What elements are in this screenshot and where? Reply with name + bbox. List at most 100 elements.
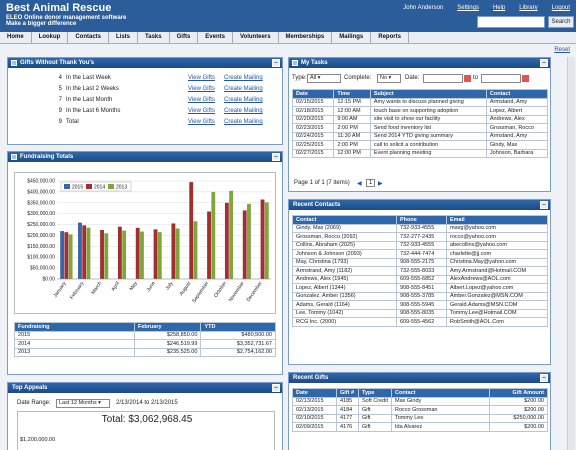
- y-tick-label: $300,000.00: [27, 211, 55, 217]
- help-link[interactable]: Help: [492, 5, 506, 11]
- bar: [193, 221, 198, 279]
- col-header: YTD: [200, 322, 276, 332]
- table-row[interactable]: Armstrand, Amy (1182) 732-555-8033 Amy.Arm…: [292, 266, 548, 276]
- table-row[interactable]: Grossman, Rocco (2092) 732-277-2435 rocco@…: [292, 232, 548, 242]
- view-gifts-link[interactable]: View Gifts: [188, 108, 215, 114]
- collapse-icon[interactable]: –: [540, 374, 548, 382]
- view-gifts-link[interactable]: View Gifts: [188, 86, 215, 92]
- table-row[interactable]: 02/20/2015 9:00 AM site visit to show our …: [291, 114, 549, 124]
- table-row[interactable]: 02/13/2015 4185 Soft Credit Max Gindy $200.0…: [292, 396, 548, 406]
- table-row[interactable]: 02/27/2015 12:00 PM Event planning meeting…: [291, 148, 549, 158]
- nav-volunteers[interactable]: Volunteers: [233, 32, 279, 43]
- table-row[interactable]: 02/24/2015 11:30 AM Send 2014 YTD giving s…: [291, 131, 549, 141]
- panel-header: Top Appeals –: [8, 383, 282, 393]
- table-row[interactable]: 02/23/2015 2:00 PM Send food inventory lis…: [291, 123, 549, 133]
- x-tick-label: April: [110, 281, 121, 293]
- complete-select[interactable]: No ▾: [377, 74, 401, 83]
- settings-link[interactable]: Settings: [457, 5, 479, 11]
- nav-contacts[interactable]: Contacts: [68, 32, 110, 43]
- view-gifts-link[interactable]: View Gifts: [188, 119, 215, 125]
- table-row[interactable]: Gindy, Max (2069) 732-933-4555 maxg@yahoo.…: [292, 223, 548, 233]
- create-mailing-link[interactable]: Create Mailing: [224, 108, 263, 114]
- table-row[interactable]: RCG Inc. (2000) 609-555-4562 RobSmith@AOL.…: [292, 317, 548, 327]
- table-row[interactable]: Johnson & Johnson (2093) 732-444-7474 char…: [292, 249, 548, 259]
- collapse-icon[interactable]: –: [272, 59, 280, 67]
- legend-swatch: [64, 184, 70, 189]
- complete-label: Complete:: [344, 75, 372, 81]
- bar: [224, 202, 229, 279]
- panel-title: My Tasks: [301, 60, 328, 66]
- fundraising-chart: $0.00 $50,000.00 $100,000.00 $150,000.00 $20…: [14, 172, 276, 314]
- nav-memberships[interactable]: Memberships: [279, 32, 333, 43]
- table-row[interactable]: 02/25/2015 2:00 PM call to solicit a contr…: [291, 140, 549, 150]
- table-row[interactable]: Andrews, Alex (1945) 609-555-6852 AlexAndr…: [292, 274, 548, 284]
- gift-icon: [11, 60, 17, 66]
- legend: [60, 181, 132, 192]
- library-link[interactable]: Library: [519, 5, 538, 11]
- date-from-input[interactable]: [423, 74, 463, 83]
- nav-mailings[interactable]: Mailings: [332, 32, 372, 43]
- table-row[interactable]: Lopez, Albert (1344) 908-555-8451 Albert.L…: [292, 283, 548, 293]
- y-tick-label: $1,200,000.00: [20, 437, 56, 443]
- bar: [211, 191, 216, 279]
- table-row[interactable]: 02/10/2015 4177 Gift Tommy Lee $250,000.00: [292, 413, 548, 423]
- main-nav: Home Lookup Contacts Lists Tasks Gifts E…: [0, 32, 576, 44]
- type-select[interactable]: All ▾: [307, 74, 341, 83]
- date-range-select[interactable]: Last 12 Months ▾: [56, 399, 110, 408]
- table-row[interactable]: May, Christina (1793) 908-555-2175 Christi…: [292, 257, 548, 267]
- create-mailing-link[interactable]: Create Mailing: [224, 86, 263, 92]
- bar: [60, 231, 65, 279]
- nav-events[interactable]: Events: [198, 32, 233, 43]
- view-gifts-link[interactable]: View Gifts: [188, 75, 215, 81]
- x-tick-label: January: [52, 280, 67, 298]
- gifts-table: Date Gift # Type Contact Gift Amount 02/13/2…: [292, 388, 548, 432]
- create-mailing-link[interactable]: Create Mailing: [224, 119, 263, 125]
- legend-label: 2015: [72, 185, 83, 191]
- nav-reports[interactable]: Reports: [371, 32, 409, 43]
- create-mailing-link[interactable]: Create Mailing: [224, 75, 263, 81]
- pager-prev[interactable]: ◀: [357, 181, 362, 187]
- calendar-icon[interactable]: [464, 75, 471, 82]
- search-input[interactable]: [477, 16, 545, 28]
- tagline: ELEO Online donor management software: [6, 15, 127, 21]
- reset-link[interactable]: Reset: [554, 47, 570, 53]
- nav-lists[interactable]: Lists: [109, 32, 139, 43]
- table-row[interactable]: Adams, Gerald (1164) 908-555-5945 Gerald.A…: [292, 300, 548, 310]
- nav-home[interactable]: Home: [0, 32, 32, 43]
- collapse-icon[interactable]: –: [272, 384, 280, 392]
- table-row: 2013 $235,525.00 $2,754,162.00: [14, 347, 276, 357]
- table-row[interactable]: 02/18/2015 12:00 AM touch base on supporti…: [291, 106, 549, 116]
- pager-next[interactable]: ▶: [378, 181, 383, 187]
- search-button[interactable]: Search: [548, 16, 574, 28]
- table-row[interactable]: 02/15/2015 12:15 PM Amy wants to discuss p…: [291, 97, 549, 107]
- nav-lookup[interactable]: Lookup: [32, 32, 69, 43]
- table-row[interactable]: 02/13/2015 4184 Gift Rocco Grossman $200.00: [292, 405, 548, 415]
- x-tick-label: February: [69, 280, 86, 300]
- nav-tasks[interactable]: Tasks: [138, 32, 170, 43]
- logout-link[interactable]: Logout: [551, 5, 570, 11]
- table-row[interactable]: Lee, Tommy (1042) 908-555-8035 Tommy.Lee@H…: [292, 308, 548, 318]
- collapse-icon[interactable]: –: [540, 59, 548, 67]
- table-row: 2014 $246,519.99 $3,352,731.67: [14, 339, 276, 349]
- recent-contacts-panel: Recent Contacts – Contact Phone Email Gindy…: [288, 199, 551, 365]
- table-row[interactable]: Gonzalez, Amber (1356) 908-555-3785 Amber.…: [292, 291, 548, 301]
- calendar-icon[interactable]: [522, 75, 529, 82]
- x-tick-label: March: [90, 281, 103, 296]
- legend-label: 2014: [94, 185, 105, 191]
- collapse-icon[interactable]: –: [540, 201, 548, 209]
- table-row[interactable]: Collins, Abraham (2025) 732-933-4555 abeco…: [292, 240, 548, 250]
- y-tick-label: $450,000.00: [27, 179, 55, 185]
- date-to-input[interactable]: [481, 74, 521, 83]
- y-tick-label: $0.00: [42, 277, 55, 283]
- pager-page[interactable]: 1: [366, 179, 376, 187]
- nav-gifts[interactable]: Gifts: [170, 32, 199, 43]
- create-mailing-link[interactable]: Create Mailing: [224, 97, 263, 103]
- bar: [264, 202, 269, 279]
- bar: [189, 182, 194, 279]
- collapse-icon[interactable]: –: [272, 153, 280, 161]
- bar: [64, 232, 69, 279]
- panel-header: Fundraising Totals –: [8, 152, 282, 162]
- page-scrollbar[interactable]: [567, 57, 575, 450]
- view-gifts-link[interactable]: View Gifts: [188, 97, 215, 103]
- table-row[interactable]: 02/09/2015 4176 Gift Ida Alvarez $200.00: [292, 422, 548, 432]
